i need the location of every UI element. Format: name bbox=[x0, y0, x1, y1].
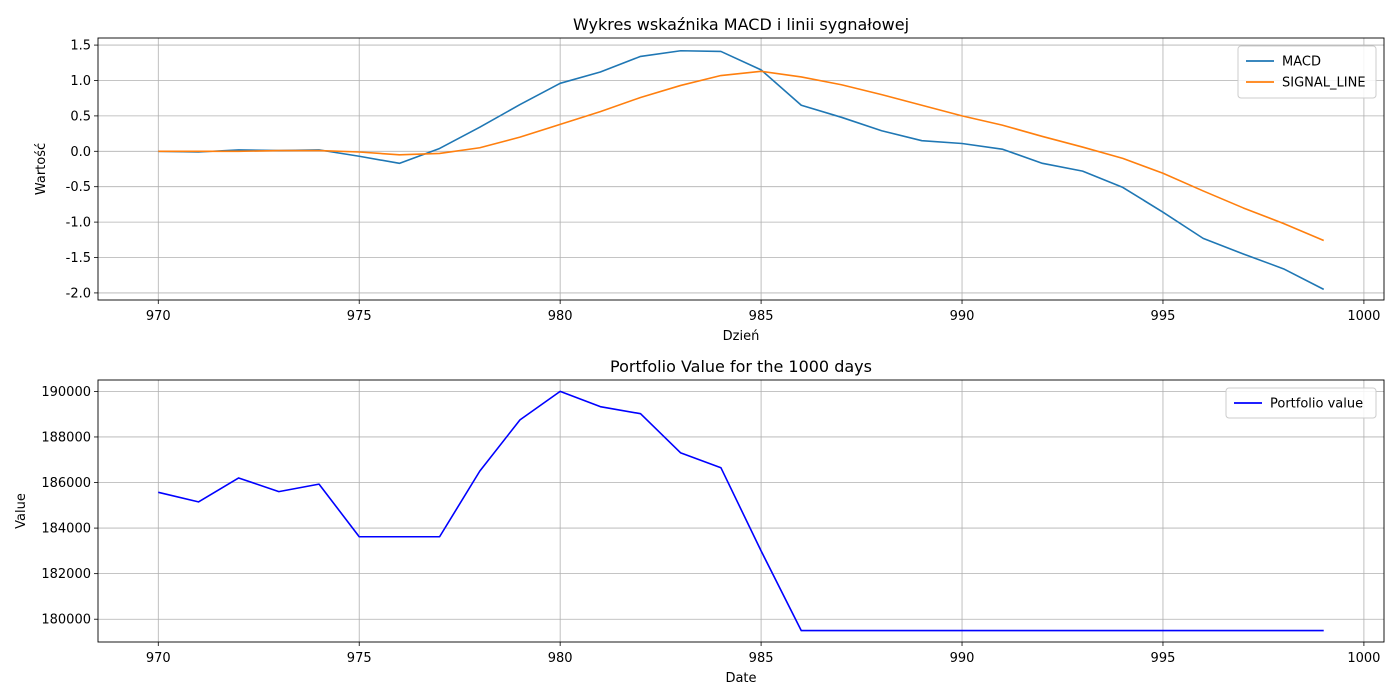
legend: MACD SIGNAL_LINE bbox=[1237, 45, 1377, 99]
y-tick-label: 0.5 bbox=[70, 109, 91, 124]
macd-chart: Wykres wskaźnika MACD i linii sygnałowej… bbox=[34, 15, 1385, 344]
legend-entry: Portfolio value bbox=[1270, 397, 1363, 412]
series-line-signal-line bbox=[158, 70, 1325, 242]
portfolio-chart: Portfolio Value for the 1000 days Date V… bbox=[14, 357, 1385, 686]
y-tick-label: 184000 bbox=[41, 522, 91, 537]
y-tick-label: 190000 bbox=[41, 385, 91, 400]
y-tick-label: 186000 bbox=[41, 476, 91, 491]
x-axis-label: Dzień bbox=[723, 329, 760, 344]
series-line-macd bbox=[158, 49, 1325, 291]
y-tick-label: -1.5 bbox=[66, 251, 91, 266]
y-tick-label: -2.0 bbox=[66, 286, 91, 301]
x-tick-label: 980 bbox=[548, 651, 573, 666]
x-tick-label: 975 bbox=[347, 309, 372, 324]
x-tick-label: 980 bbox=[548, 309, 573, 324]
y-tick-label: 182000 bbox=[41, 567, 91, 582]
grid bbox=[98, 380, 1384, 642]
x-tick-label: 970 bbox=[146, 309, 171, 324]
y-tick-label: -1.0 bbox=[66, 216, 91, 231]
legend-box bbox=[1225, 387, 1377, 419]
plot-frame bbox=[97, 379, 1385, 643]
x-axis-label: Date bbox=[725, 671, 756, 686]
x-tick-label: 975 bbox=[347, 651, 372, 666]
grid bbox=[98, 38, 1384, 300]
y-tick-label: 1.5 bbox=[70, 39, 91, 54]
legend-entry: MACD bbox=[1282, 55, 1321, 70]
legend-box bbox=[1237, 45, 1377, 99]
y-axis-label: Value bbox=[14, 493, 29, 529]
y-axis-label: Wartość bbox=[34, 143, 49, 195]
y-tick-label: 1.0 bbox=[70, 74, 91, 89]
series-line-portfolio-value bbox=[158, 390, 1324, 632]
plot-frame bbox=[97, 37, 1385, 301]
x-tick-label: 990 bbox=[950, 651, 975, 666]
x-tick-label: 995 bbox=[1151, 309, 1176, 324]
legend-entry: SIGNAL_LINE bbox=[1282, 76, 1366, 91]
x-tick-label: 985 bbox=[749, 309, 774, 324]
x-tick-label: 985 bbox=[749, 651, 774, 666]
chart-title: Portfolio Value for the 1000 days bbox=[610, 357, 872, 376]
legend: Portfolio value bbox=[1225, 387, 1377, 419]
y-tick-label: -0.5 bbox=[66, 180, 91, 195]
y-tick-label: 0.0 bbox=[70, 145, 91, 160]
x-tick-label: 1000 bbox=[1347, 309, 1380, 324]
y-tick-label: 180000 bbox=[41, 613, 91, 628]
x-tick-label: 995 bbox=[1151, 651, 1176, 666]
chart-title: Wykres wskaźnika MACD i linii sygnałowej bbox=[573, 15, 909, 34]
x-tick-label: 1000 bbox=[1347, 651, 1380, 666]
x-tick-label: 990 bbox=[950, 309, 975, 324]
y-tick-label: 188000 bbox=[41, 430, 91, 445]
x-tick-label: 970 bbox=[146, 651, 171, 666]
